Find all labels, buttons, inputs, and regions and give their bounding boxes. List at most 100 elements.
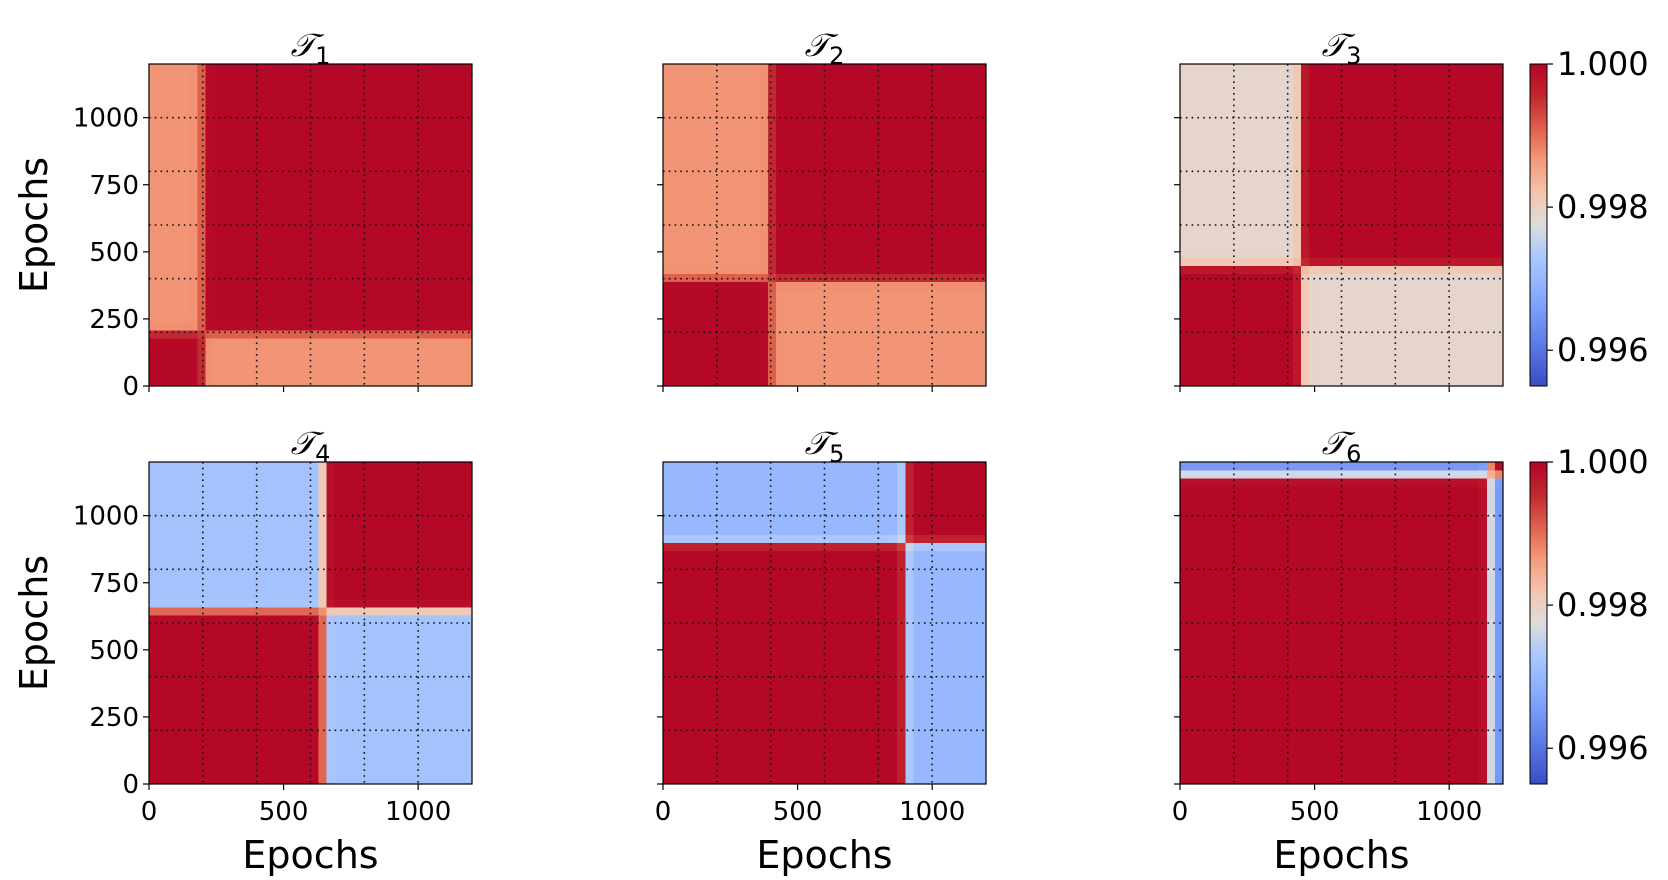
heatmap-cell — [253, 377, 263, 387]
heatmap-cell — [197, 64, 207, 73]
heatmap-cell — [237, 168, 247, 178]
heatmap-cell — [1462, 337, 1472, 347]
heatmap-cell — [889, 64, 898, 73]
heatmap-cell — [1462, 361, 1472, 371]
heatmap-cell — [1422, 184, 1431, 194]
heatmap-cell — [1293, 216, 1302, 226]
heatmap-cell — [1325, 160, 1335, 170]
heatmap-cell — [189, 281, 199, 290]
heatmap-cell — [671, 305, 680, 315]
heatmap-cell — [1260, 80, 1270, 89]
heatmap-cell — [671, 216, 680, 226]
heatmap-cell — [897, 128, 906, 138]
heatmap-cell — [1301, 241, 1310, 250]
heatmap-cell — [431, 128, 441, 138]
heatmap-cell — [816, 128, 826, 138]
heatmap-cell — [1373, 72, 1383, 81]
heatmap-cell — [1349, 313, 1359, 323]
heatmap-cell — [889, 289, 898, 299]
heatmap-cell — [1188, 265, 1197, 274]
heatmap-cell — [1470, 208, 1480, 218]
heatmap-cell — [848, 160, 858, 170]
heatmap-cell — [1276, 377, 1286, 387]
heatmap-cell — [711, 281, 721, 290]
heatmap-cell — [1325, 377, 1335, 387]
heatmap-cell — [447, 353, 457, 363]
heatmap-cell — [929, 289, 939, 299]
heatmap-cell — [173, 112, 182, 121]
heatmap-cell — [703, 337, 713, 347]
heatmap-cell — [735, 184, 745, 194]
heatmap-cell — [969, 225, 979, 234]
heatmap-cell — [1180, 152, 1189, 162]
heatmap-cell — [463, 377, 473, 387]
heatmap-cell — [881, 192, 890, 202]
heatmap-cell — [872, 297, 882, 307]
heatmap-cell — [889, 176, 898, 186]
heatmap-cell — [1196, 265, 1205, 274]
heatmap-cell — [872, 64, 882, 73]
heatmap-cell — [945, 104, 955, 113]
heatmap-cell — [455, 144, 465, 154]
heatmap-cell — [326, 345, 336, 355]
heatmap-cell — [157, 200, 166, 210]
heatmap-cell — [173, 313, 182, 323]
heatmap-cell — [961, 80, 971, 89]
heatmap-cell — [447, 289, 457, 299]
heatmap-cell — [1341, 200, 1351, 210]
heatmap-cell — [977, 64, 987, 73]
heatmap-cell — [840, 160, 850, 170]
heatmap-cell — [767, 369, 777, 379]
heatmap-cell — [808, 249, 818, 258]
heatmap-cell — [270, 144, 279, 154]
heatmap-cell — [302, 192, 312, 202]
heatmap-cell — [1414, 64, 1423, 73]
heatmap-cell — [326, 128, 336, 138]
heatmap-cell — [455, 265, 465, 274]
heatmap-cell — [431, 233, 441, 242]
heatmap-cell — [415, 144, 425, 154]
heatmap-cell — [767, 313, 777, 323]
heatmap-cell — [326, 112, 336, 121]
heatmap-cell — [1252, 265, 1262, 274]
heatmap-cell — [1333, 144, 1343, 154]
heatmap-cell — [889, 305, 898, 315]
heatmap-cell — [977, 144, 987, 154]
heatmap-cell — [399, 216, 408, 226]
heatmap-cell — [455, 257, 465, 266]
heatmap-cell — [286, 112, 295, 121]
heatmap-cell — [1252, 361, 1262, 371]
heatmap-cell — [808, 329, 818, 339]
heatmap-cell — [1220, 64, 1230, 73]
heatmap-cell — [905, 208, 914, 218]
heatmap-cell — [302, 216, 312, 226]
heatmap-cell — [334, 96, 344, 105]
heatmap-cell — [157, 297, 166, 307]
heatmap-cell — [1357, 120, 1367, 129]
heatmap-cell — [181, 337, 190, 347]
heatmap-cell — [864, 112, 874, 121]
heatmap-cell — [1196, 184, 1205, 194]
heatmap-cell — [937, 144, 947, 154]
heatmap-cell — [221, 96, 231, 105]
heatmap-cell — [342, 104, 352, 113]
heatmap-cell — [969, 353, 979, 363]
heatmap-cell — [350, 96, 360, 105]
heatmap-cell — [358, 289, 368, 299]
heatmap-cell — [953, 345, 963, 355]
heatmap-cell — [278, 152, 287, 162]
heatmap-cell — [221, 297, 231, 307]
heatmap-cell — [872, 257, 882, 266]
heatmap-cell — [205, 265, 215, 274]
heatmap-cell — [1398, 337, 1407, 347]
heatmap-cell — [881, 128, 890, 138]
heatmap-cell — [342, 216, 352, 226]
heatmap-cell — [905, 377, 914, 387]
heatmap-cell — [1422, 345, 1431, 355]
heatmap-cell — [1357, 345, 1367, 355]
heatmap-cell — [1398, 297, 1407, 307]
heatmap-cell — [881, 353, 890, 363]
heatmap-cell — [1357, 361, 1367, 371]
heatmap-cell — [1430, 216, 1439, 226]
heatmap-cell — [679, 216, 688, 226]
